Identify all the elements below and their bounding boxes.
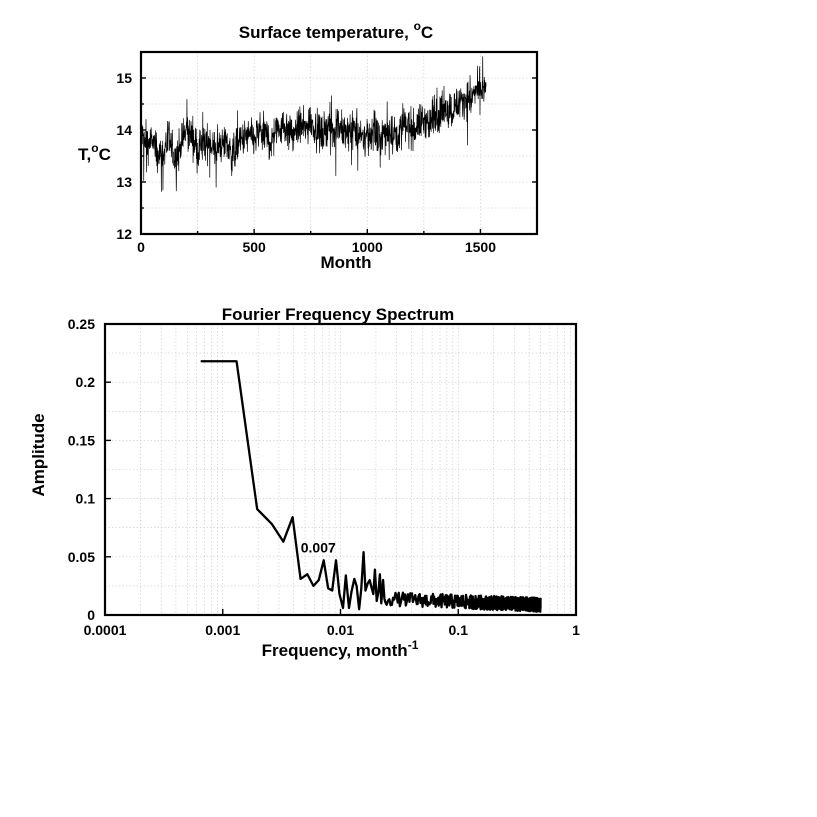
spectrum-ylabel: Amplitude: [29, 413, 48, 496]
spectrum-title: Fourier Frequency Spectrum: [222, 305, 454, 324]
spectrum-xtick-label: 1: [572, 622, 580, 638]
spectrum-ytick-label: 0.15: [68, 432, 95, 448]
temperature-xtick-label: 1500: [465, 239, 496, 255]
spectrum-panel: Fourier Frequency Spectrum 0.0001 0.001 0.…: [29, 305, 580, 660]
temperature-plot-frame: [139, 50, 539, 236]
temperature-xtick-label: 0: [137, 239, 145, 255]
spectrum-xtick-label: 0.0001: [84, 622, 127, 638]
temperature-series: [140, 56, 487, 192]
spectrum-ytick-label: 0.1: [76, 491, 96, 507]
temperature-xtick-label: 1000: [352, 239, 383, 255]
temperature-ytick-label: 14: [116, 122, 132, 138]
spectrum-xtick-label: 0.01: [327, 622, 354, 638]
temperature-line: [140, 56, 487, 192]
spectrum-ytick-label: 0: [87, 607, 95, 623]
temperature-ticks: 0 500 1000 1500 12 13 14 15: [116, 70, 537, 255]
temperature-xlabel: Month: [321, 253, 372, 272]
spectrum-series: [200, 360, 542, 613]
spectrum-ytick-label: 0.2: [76, 374, 96, 390]
spectrum-grid: [105, 323, 576, 615]
spectrum-annotation-0.007: 0.007: [301, 539, 336, 555]
temperature-panel: Surface temperature, oC 0 500 1000 1500 12 13…: [78, 19, 539, 272]
temperature-ytick-label: 13: [116, 174, 132, 190]
temperature-ylabel: T,oC: [78, 141, 111, 164]
temperature-ytick-label: 12: [116, 226, 132, 242]
temperature-xtick-label: 500: [242, 239, 266, 255]
spectrum-xtick-label: 0.1: [449, 622, 469, 638]
spectrum-ticks: 0.0001 0.001 0.01 0.1 1 0 0.05 0.1 0.15 0.2 0.25: [68, 316, 580, 638]
spectrum-ytick-label: 0.05: [68, 549, 95, 565]
temperature-ytick-label: 15: [116, 70, 132, 86]
spectrum-line: [200, 360, 542, 613]
spectrum-ytick-label: 0.25: [68, 316, 95, 332]
spectrum-xtick-label: 0.001: [205, 622, 240, 638]
spectrum-xlabel: Frequency, month-1: [262, 638, 419, 660]
temperature-title: Surface temperature, oC: [239, 19, 433, 42]
